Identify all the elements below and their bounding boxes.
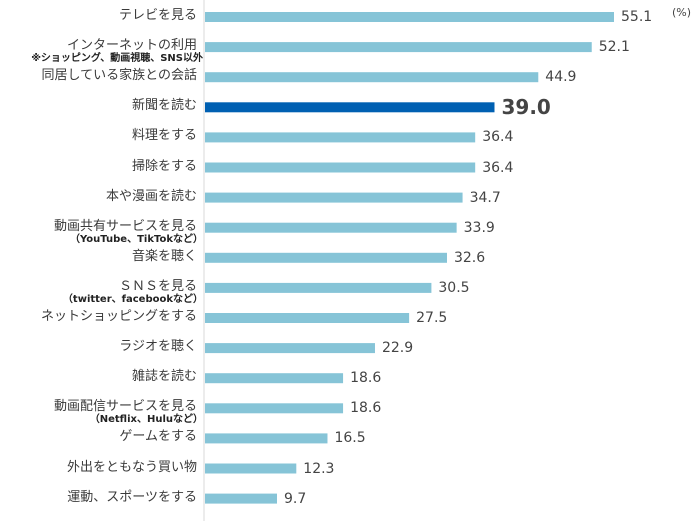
bar-15 [205,463,297,474]
category-label: テレビを見る [118,8,197,23]
value-label: 22.9 [381,340,414,357]
value-label: 55.1 [621,9,653,25]
bar-4 [205,132,476,143]
value-label: 12.3 [303,460,335,477]
category-label: 動画共有サービスを見る [53,218,197,234]
category-label: 新聞を読む [131,98,197,114]
category-label: ゲームをする [119,429,197,445]
bar-7 [205,222,457,233]
value-label: 30.5 [438,279,470,296]
category-note: （Netflix、Huluなど） [89,414,203,426]
category-label: ＳＮＳを見る [118,278,197,294]
bar-11 [205,343,375,354]
bar-12 [205,373,344,384]
bar-0 [205,12,614,22]
category-label: 音楽を聴く [131,248,197,264]
category-label: ラジオを聴く [119,339,197,355]
bar-5 [205,162,476,173]
value-label: 9.7 [284,490,307,507]
value-label: 44.9 [545,69,577,86]
category-label: 雑誌を読む [131,369,197,385]
value-label: 52.1 [598,39,630,56]
category-label: インターネットの利用 [66,38,197,54]
category-note: （YouTube、TikTokなど） [69,233,203,245]
value-label: 18.6 [350,370,382,387]
bar-3 [205,102,495,113]
value-label: 18.6 [350,400,382,417]
value-label: 36.4 [482,159,514,176]
value-label: 34.7 [469,189,501,206]
category-label: 料理をする [131,128,197,144]
value-label: 16.5 [334,430,366,447]
category-note: ※ショッピング、動画視聴、SNS以外 [31,53,203,65]
value-label: 27.5 [416,310,448,326]
bar-6 [205,192,463,203]
value-label: 36.4 [482,129,514,146]
category-label: 同居している家族との会話 [41,68,197,84]
bar-16 [205,493,278,504]
category-label: 掃除をする [131,158,197,174]
bar-8 [205,252,447,263]
bar-14 [205,433,328,444]
bar-13 [205,403,344,414]
bar-1 [205,42,592,53]
value-label: 33.9 [463,219,495,236]
bar-9 [205,282,432,293]
category-label: 本や漫画を読む [105,188,197,204]
value-label: 39.0 [501,95,551,120]
bar-2 [205,72,539,83]
category-label: 動画配信サービスを見る [53,399,197,415]
category-label: 運動、スポーツをする [67,489,197,505]
unit-label: (%) [672,6,692,19]
category-note: （twitter、facebookなど） [62,293,203,305]
category-label: ネットショッピングをする [40,309,197,324]
category-label: 外出をともなう買い物 [66,459,197,475]
value-label: 32.6 [453,249,486,266]
bar-10 [205,313,410,323]
